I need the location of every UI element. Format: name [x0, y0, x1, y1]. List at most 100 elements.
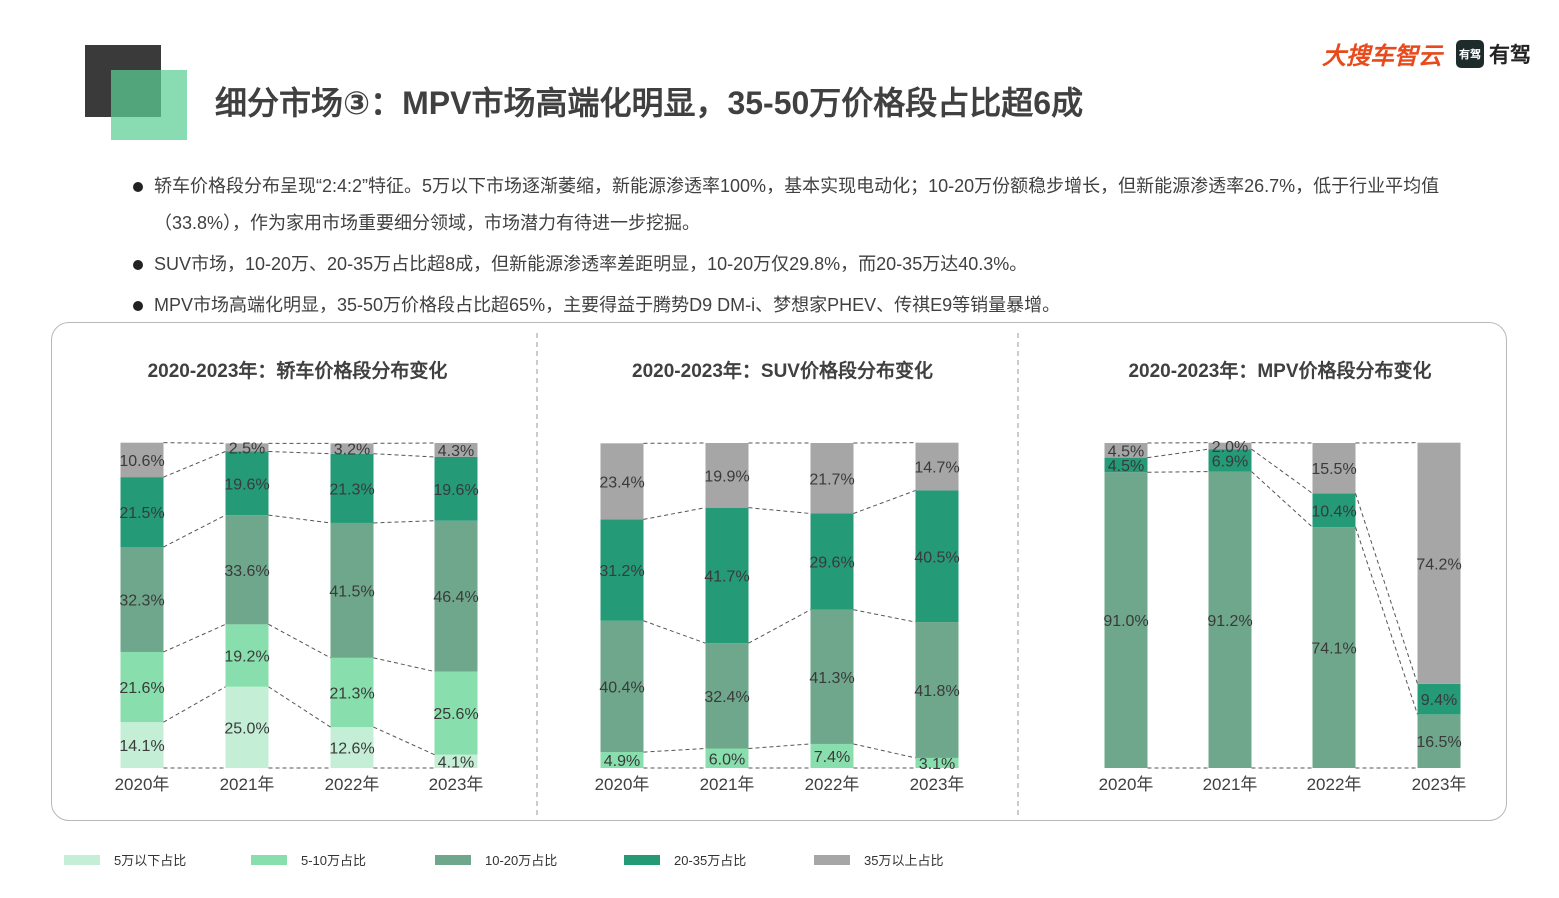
legend-label: 5-10万占比	[301, 853, 367, 868]
connector-line	[643, 507, 706, 520]
data-label: 19.9%	[704, 468, 749, 485]
data-label: 29.6%	[809, 555, 854, 572]
bar-segment	[1312, 443, 1356, 494]
x-tick-label: 2021年	[220, 775, 275, 794]
bar-segment	[1312, 527, 1356, 768]
data-label: 32.3%	[119, 592, 164, 609]
bar-segment	[705, 748, 749, 768]
legend-item-20to35: 20-35万占比	[624, 850, 746, 869]
data-label: 4.5%	[1108, 458, 1144, 475]
charts-panel	[51, 322, 1507, 821]
x-tick-label: 2023年	[1412, 775, 1467, 794]
data-label: 21.5%	[119, 505, 164, 522]
chart-title-mpv: 2020-2023年：MPV价格段分布变化	[1128, 361, 1432, 382]
data-label: 21.6%	[119, 680, 164, 697]
bar-segment	[330, 522, 374, 658]
connector-line	[1147, 448, 1209, 459]
connector-line	[748, 743, 811, 749]
data-label: 74.2%	[1416, 556, 1461, 573]
legend-label: 5万以下占比	[114, 853, 187, 868]
bar-segment	[1208, 442, 1252, 450]
brand-logo-primary: 大搜车智云	[1322, 43, 1442, 70]
brand-logos: 大搜车智云 有驾 有驾	[1322, 36, 1531, 71]
bar-segment	[1417, 442, 1461, 684]
bar-segment	[810, 743, 854, 768]
data-label: 19.6%	[433, 482, 478, 499]
data-label: 12.6%	[329, 741, 374, 758]
bar-segment	[330, 657, 374, 728]
data-label: 19.6%	[224, 476, 269, 493]
bar-segment	[1208, 471, 1252, 768]
data-label: 91.2%	[1207, 613, 1252, 630]
data-label: 33.6%	[224, 563, 269, 580]
data-label: 6.9%	[1212, 453, 1248, 470]
data-label: 21.7%	[809, 471, 854, 488]
connector-line	[163, 686, 226, 723]
x-tick-label: 2020年	[115, 775, 170, 794]
bar-segment	[915, 622, 959, 758]
bar-segment	[705, 643, 749, 749]
connector-line	[268, 514, 331, 524]
bar-segment	[434, 754, 478, 768]
bar-segment	[330, 453, 374, 523]
bar-segment	[600, 620, 644, 753]
x-tick-label: 2023年	[910, 775, 965, 794]
legend-swatch	[435, 854, 471, 865]
brand-logo-secondary: 有驾 有驾	[1456, 39, 1531, 69]
data-label: 3.1%	[919, 756, 955, 773]
data-label: 4.9%	[604, 753, 640, 770]
connector-line	[748, 507, 811, 515]
data-label: 7.4%	[814, 749, 850, 766]
bar-segment	[810, 609, 854, 744]
data-label: 25.0%	[224, 720, 269, 737]
bar-segment	[705, 443, 749, 508]
data-label: 41.3%	[809, 670, 854, 687]
bar-segment	[434, 520, 478, 672]
legend-swatch	[814, 854, 850, 865]
bullet-item: 轿车价格段分布呈现“2:4:2”特征。5万以下市场逐渐萎缩，新能源渗透率100%…	[130, 168, 1450, 242]
legend-item-under5: 5万以下占比	[64, 850, 186, 869]
connector-line	[748, 609, 811, 644]
data-label: 21.3%	[329, 481, 374, 498]
data-label: 4.5%	[1108, 443, 1144, 460]
bar-segment	[434, 443, 478, 457]
legend-item-5to10: 5-10万占比	[251, 850, 366, 869]
bar-segment	[120, 722, 164, 768]
data-label: 32.4%	[704, 689, 749, 706]
bar-segment	[705, 507, 749, 644]
bar-segment	[1104, 457, 1148, 473]
connector-line	[853, 609, 916, 623]
bar-segment	[600, 519, 644, 621]
connector-line	[1355, 527, 1418, 715]
bar-segment	[120, 651, 164, 723]
data-label: 16.5%	[1416, 734, 1461, 751]
bar-segment	[225, 686, 269, 768]
legend-swatch	[624, 854, 660, 865]
data-label: 14.7%	[914, 460, 959, 477]
data-label: 91.0%	[1103, 613, 1148, 630]
brand-secondary-label: 有驾	[1489, 43, 1531, 67]
bullet-list: 轿车价格段分布呈现“2:4:2”特征。5万以下市场逐渐萎缩，新能源渗透率100%…	[130, 168, 1450, 328]
data-label: 40.5%	[914, 549, 959, 566]
bar-segment	[225, 451, 269, 516]
x-tick-label: 2023年	[429, 775, 484, 794]
bar-segment	[225, 624, 269, 687]
connector-line	[643, 748, 706, 753]
bar-segment	[600, 443, 644, 520]
bar-segment	[915, 757, 959, 768]
bar-segment	[225, 443, 269, 452]
connector-line	[163, 514, 226, 548]
bar-segment	[810, 513, 854, 610]
chart-title-suv: 2020-2023年：SUV价格段分布变化	[632, 361, 933, 382]
x-tick-label: 2020年	[595, 775, 650, 794]
data-label: 14.1%	[119, 738, 164, 755]
connector-line	[268, 686, 331, 728]
connector-line	[268, 450, 331, 455]
chart-title-sedan: 2020-2023年：轿车价格段分布变化	[147, 361, 448, 382]
bar-segment	[1417, 683, 1461, 715]
data-label: 2.5%	[229, 440, 265, 457]
brand-app-icon: 有驾	[1456, 39, 1484, 68]
title-decoration-green	[111, 70, 187, 140]
legend-item-over35: 35万以上占比	[814, 850, 943, 869]
